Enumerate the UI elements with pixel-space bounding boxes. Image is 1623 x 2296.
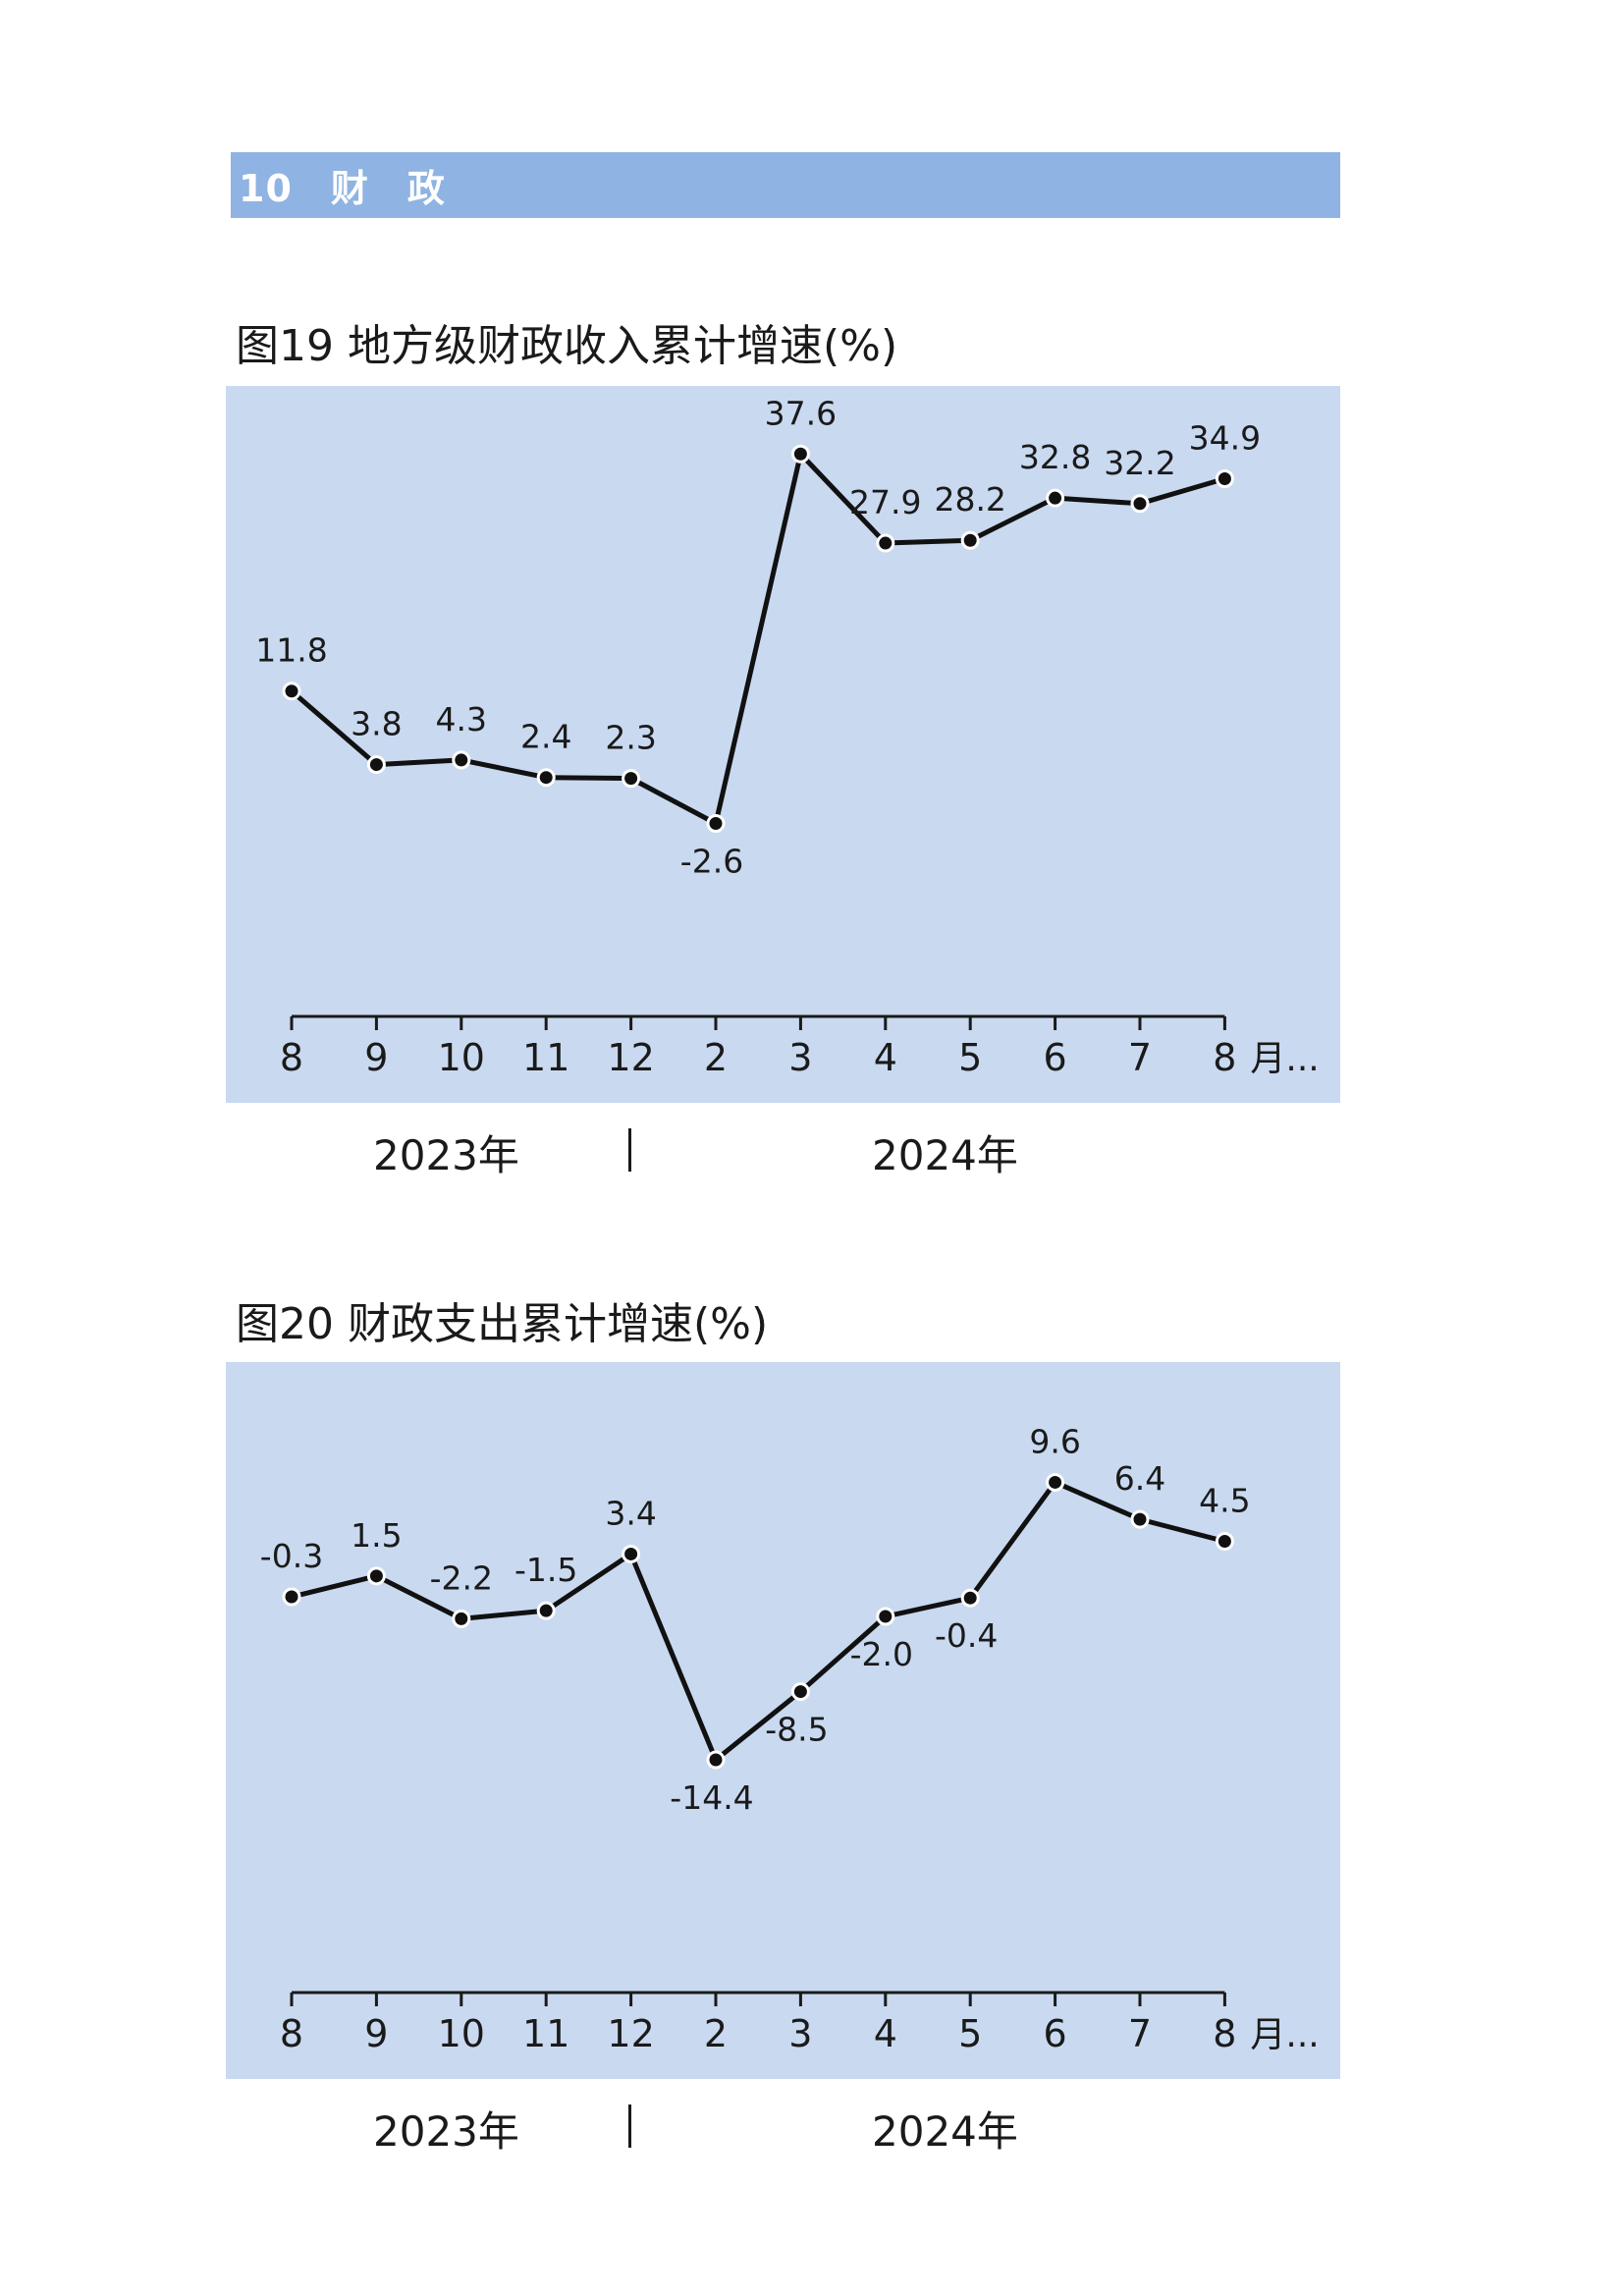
chart-19-year-2023: 2023年 [373, 1131, 519, 1179]
data-point [1130, 494, 1150, 514]
x-tick-label: 4 [874, 1036, 897, 1079]
chart-20-svg: 8 9 10 11 12 2 3 4 5 6 7 8 月... -0.3 1.5 -2.2 -1.5 3.4 -14… [260, 1422, 1320, 2055]
data-label: 28.2 [934, 480, 1005, 519]
x-tick-label: 9 [364, 1036, 388, 1079]
x-axis-unit-label: 月... [1250, 1039, 1319, 1079]
x-tick-label: 5 [958, 1036, 982, 1079]
data-point [536, 768, 556, 788]
chart-20-year-2023: 2023年 [373, 2107, 519, 2156]
chart-19-panel: 8 9 10 11 12 2 3 4 5 6 7 8 月... 11.8 3.8 4.3 2.4 2.3 -2.6 3… [226, 386, 1340, 1103]
x-tick-label: 11 [522, 2012, 569, 2055]
x-axis-unit-label: 月... [1250, 2015, 1319, 2055]
series-line [290, 451, 1226, 826]
x-tick-label: 7 [1128, 2012, 1152, 2055]
data-point [366, 1566, 386, 1586]
x-tick-label: 8 [1213, 1036, 1236, 1079]
chart-20-year-2024: 2024年 [872, 2107, 1018, 2156]
x-tick-label: 5 [958, 2012, 982, 2055]
x-tick-label: 6 [1044, 1036, 1067, 1079]
data-point [452, 750, 471, 770]
data-point [960, 530, 980, 550]
x-tick-label: 12 [607, 1036, 654, 1079]
chart-20-title: 图20 财政支出累计增速(%) [236, 1299, 769, 1349]
data-label: -2.2 [430, 1558, 493, 1597]
data-label: 11.8 [255, 631, 327, 670]
x-tick-label: 3 [788, 2012, 812, 2055]
data-label: -8.5 [765, 1711, 828, 1749]
chart-19-year-separator [628, 1128, 631, 1172]
data-label: 9.6 [1029, 1422, 1080, 1460]
chart-20-year-row: 2023年 2024年 [226, 2099, 1340, 2158]
data-point [876, 1607, 895, 1626]
data-point [622, 1544, 641, 1563]
x-tick-label: 2 [704, 1036, 728, 1079]
x-tick-label: 8 [280, 1036, 303, 1079]
x-tick-label: 8 [280, 2012, 303, 2055]
data-label: 1.5 [351, 1516, 402, 1555]
data-point [1215, 469, 1234, 489]
data-point [706, 1750, 726, 1770]
x-tick-label: 4 [874, 2012, 897, 2055]
chart-19-year-2024: 2024年 [872, 1131, 1018, 1179]
chart-20-year-separator [628, 2105, 631, 2148]
data-label: 4.5 [1199, 1482, 1250, 1520]
data-label: 2.3 [605, 719, 656, 757]
data-point [876, 533, 895, 553]
data-label: 3.8 [351, 705, 402, 743]
section-title: 10 财 政 [239, 167, 446, 210]
data-point [706, 813, 726, 833]
data-point [452, 1609, 471, 1628]
data-label: -1.5 [514, 1551, 577, 1589]
data-point [1215, 1532, 1234, 1551]
x-tick-label: 10 [438, 2012, 485, 2055]
data-label: 37.6 [765, 394, 837, 432]
x-tick-label: 6 [1044, 2012, 1067, 2055]
data-point [1046, 488, 1065, 508]
chart-19-title: 图19 地方级财政收入累计增速(%) [236, 321, 898, 371]
x-tick-label: 7 [1128, 1036, 1152, 1079]
data-label: -14.4 [670, 1778, 753, 1817]
chart-20-panel: 8 9 10 11 12 2 3 4 5 6 7 8 月... -0.3 1.5 -2.2 -1.5 3.4 -14… [226, 1362, 1340, 2079]
data-point [790, 1682, 810, 1702]
x-tick-label: 9 [364, 2012, 388, 2055]
data-label: 32.8 [1019, 438, 1091, 476]
data-label: -2.0 [850, 1635, 913, 1673]
chart-19-year-row: 2023年 2024年 [226, 1122, 1340, 1181]
data-label: 4.3 [436, 700, 487, 738]
data-label: 34.9 [1189, 419, 1261, 458]
data-label: 2.4 [520, 718, 571, 756]
data-point [1130, 1509, 1150, 1529]
data-label: -0.4 [935, 1616, 998, 1655]
x-tick-label: 12 [607, 2012, 654, 2055]
data-point [1046, 1472, 1065, 1492]
x-tick-label: 11 [522, 1036, 569, 1079]
x-tick-label: 2 [704, 2012, 728, 2055]
data-label: 3.4 [605, 1494, 656, 1532]
data-point [622, 769, 641, 789]
x-tick-label: 8 [1213, 2012, 1236, 2055]
data-point [790, 444, 810, 464]
x-tick-label: 3 [788, 1036, 812, 1079]
chart-19-svg: 8 9 10 11 12 2 3 4 5 6 7 8 月... 11.8 3.8 4.3 2.4 2.3 -2.6 3… [255, 394, 1319, 1079]
data-label: -2.6 [680, 842, 743, 880]
section-header-bar: 10 财 政 [231, 152, 1340, 218]
data-point [282, 1587, 301, 1607]
series-line [291, 1479, 1226, 1763]
data-label: 32.2 [1104, 444, 1175, 482]
data-point [282, 682, 301, 701]
data-point [366, 755, 386, 775]
data-point [536, 1601, 556, 1620]
x-tick-label: 10 [438, 1036, 485, 1079]
data-label: 27.9 [849, 483, 921, 521]
data-label: 6.4 [1114, 1459, 1165, 1498]
data-label: -0.3 [260, 1537, 323, 1575]
data-point [960, 1588, 980, 1608]
